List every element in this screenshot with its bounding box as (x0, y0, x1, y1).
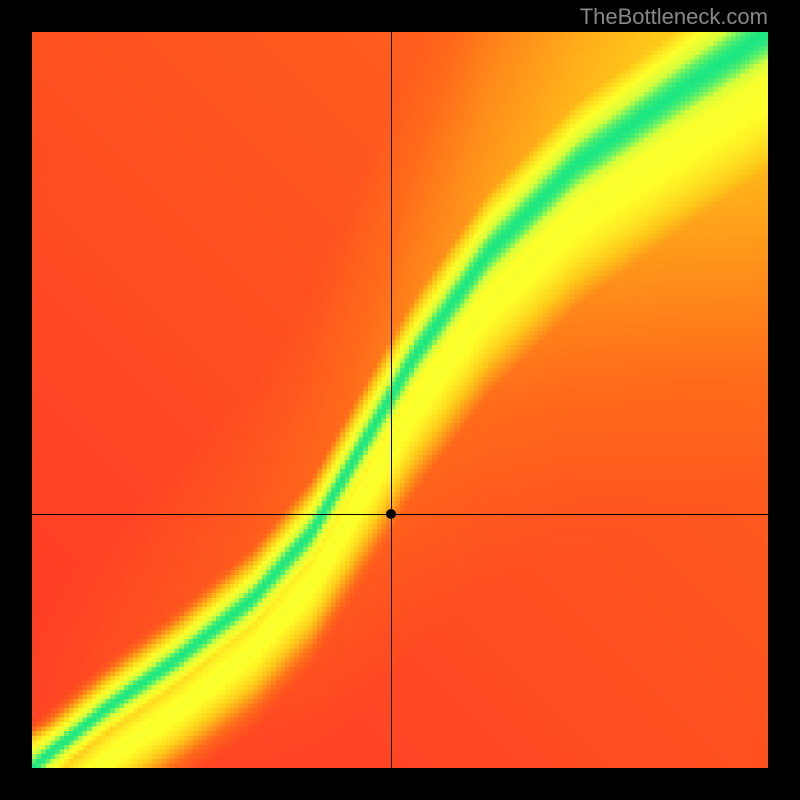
crosshair-vertical (391, 32, 392, 768)
chart-container: TheBottleneck.com (0, 0, 800, 800)
heatmap-canvas (32, 32, 768, 768)
crosshair-marker (386, 509, 396, 519)
watermark-text: TheBottleneck.com (580, 4, 768, 30)
crosshair-horizontal (32, 514, 768, 515)
